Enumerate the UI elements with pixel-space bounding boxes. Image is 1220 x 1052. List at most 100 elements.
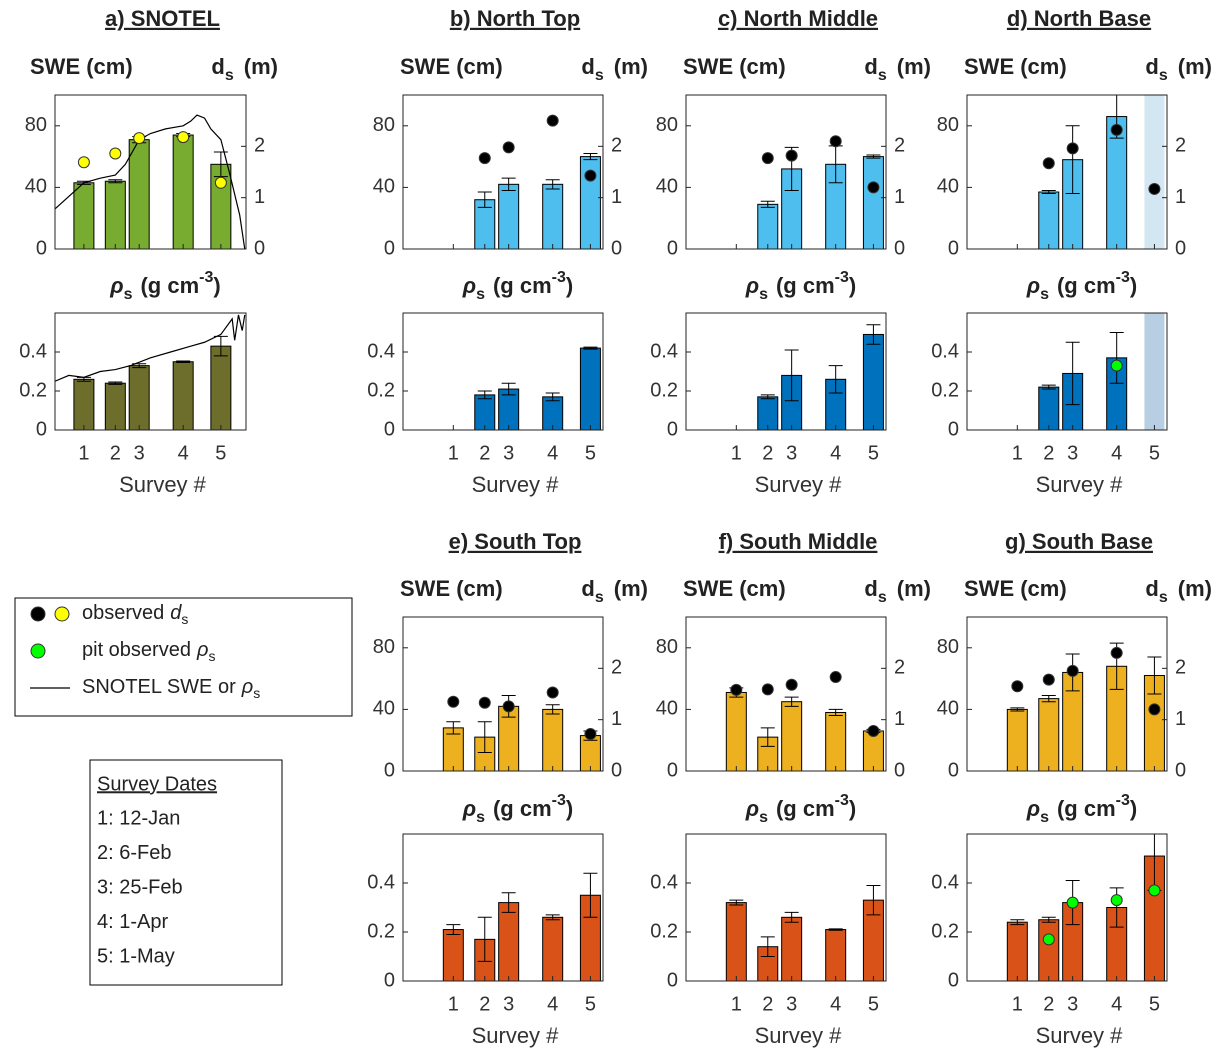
depth-point bbox=[77, 156, 90, 169]
panel-title: d) North Base bbox=[1007, 6, 1151, 31]
plot-area bbox=[474, 346, 601, 430]
y2-tick-label: 2 bbox=[611, 657, 622, 679]
axes-box bbox=[402, 616, 604, 772]
density-label-part: ) bbox=[849, 273, 856, 298]
y2-tick-label: 1 bbox=[1175, 708, 1186, 730]
plot-area bbox=[442, 695, 601, 771]
depth-label-part: s bbox=[595, 589, 604, 606]
plot-area bbox=[757, 145, 884, 249]
error-bar bbox=[545, 179, 560, 190]
bar bbox=[73, 378, 95, 430]
panel-title: c) North Middle bbox=[718, 6, 878, 31]
bar bbox=[498, 902, 520, 981]
shaded-column bbox=[1144, 95, 1165, 249]
density-label: ρs (g cm-3) bbox=[462, 792, 573, 826]
density-label-part: ) bbox=[566, 273, 573, 298]
y-tick-label: 0 bbox=[667, 759, 678, 781]
depth-label: ds (m) bbox=[864, 54, 931, 84]
density-label-part: -3 bbox=[835, 269, 849, 286]
y-tick-label: 0 bbox=[667, 969, 678, 991]
bar bbox=[442, 929, 464, 981]
y-tick-label: 80 bbox=[25, 114, 47, 136]
x-axis-label: Survey # bbox=[1036, 1023, 1124, 1048]
bar bbox=[579, 735, 601, 771]
bar bbox=[1038, 191, 1060, 249]
survey-date: 3: 25-Feb bbox=[97, 876, 183, 898]
axes-box bbox=[54, 312, 247, 431]
depth-point bbox=[730, 683, 743, 696]
error-bar bbox=[545, 704, 560, 715]
error-bar bbox=[866, 884, 881, 916]
x-tick-label: 2 bbox=[479, 442, 490, 464]
y-tick-label: 40 bbox=[656, 176, 678, 198]
y-tick-label: 0 bbox=[384, 969, 395, 991]
legend-symbol: ρ bbox=[196, 639, 208, 661]
depth-point bbox=[829, 135, 842, 148]
x-tick-label: 4 bbox=[1111, 993, 1122, 1015]
plot-area bbox=[725, 884, 884, 981]
x-tick-label: 4 bbox=[830, 442, 841, 464]
error-bar bbox=[1041, 695, 1056, 703]
y-tick-label: 0 bbox=[667, 418, 678, 440]
error-bar bbox=[501, 382, 516, 396]
bar bbox=[172, 361, 194, 430]
x-tick-label: 5 bbox=[585, 442, 596, 464]
density-label-part: ) bbox=[1130, 796, 1137, 821]
error-bar bbox=[583, 872, 598, 918]
x-tick-label: 1 bbox=[1012, 442, 1023, 464]
x-tick-label: 3 bbox=[786, 993, 797, 1015]
error-bar bbox=[213, 151, 228, 178]
error-bar bbox=[583, 346, 598, 350]
density-label-part: ) bbox=[566, 796, 573, 821]
error-bar bbox=[583, 153, 598, 161]
x-tick-label: 1 bbox=[78, 442, 89, 464]
y-tick-label: 0.4 bbox=[367, 340, 395, 362]
density-label-part: (g cm bbox=[140, 273, 199, 298]
survey-date: 1: 12-Jan bbox=[97, 807, 180, 829]
bar bbox=[73, 182, 95, 249]
error-bar bbox=[866, 324, 881, 345]
legend-symbol: ρ bbox=[241, 676, 253, 698]
density-label-part: (g cm bbox=[1057, 273, 1116, 298]
density-label-part: ) bbox=[1130, 273, 1137, 298]
y-tick-label: 0.2 bbox=[650, 920, 678, 942]
error-bar bbox=[545, 914, 560, 921]
x-tick-label: 3 bbox=[1067, 993, 1078, 1015]
bar bbox=[862, 156, 884, 249]
y-tick-label: 0 bbox=[667, 237, 678, 259]
depth-point bbox=[584, 169, 597, 182]
survey-dates-box bbox=[89, 759, 283, 986]
y2-tick-label: 1 bbox=[611, 186, 622, 208]
bar bbox=[1038, 386, 1060, 430]
density-label-part: (g cm bbox=[776, 796, 835, 821]
depth-point bbox=[785, 149, 798, 162]
bar bbox=[104, 180, 126, 249]
depth-point bbox=[1110, 123, 1123, 136]
axes-box bbox=[685, 616, 887, 772]
swe-label: SWE (cm) bbox=[964, 54, 1067, 79]
depth-label: ds (m) bbox=[1145, 54, 1212, 84]
y-tick-label: 0.4 bbox=[367, 871, 395, 893]
error-bar bbox=[501, 892, 516, 913]
error-bar bbox=[1041, 384, 1056, 390]
y-tick-label: 0.4 bbox=[650, 871, 678, 893]
depth-label-part: (m) bbox=[1178, 54, 1212, 79]
depth-point bbox=[867, 724, 880, 737]
depth-point bbox=[1042, 157, 1055, 170]
bar bbox=[542, 916, 564, 981]
density-label-part: ρ bbox=[462, 796, 476, 821]
plot-area bbox=[1006, 834, 1165, 981]
depth-label-part: s bbox=[595, 67, 604, 84]
x-tick-label: 3 bbox=[134, 442, 145, 464]
swe-label: SWE (cm) bbox=[964, 576, 1067, 601]
density-label: ρs (g cm-3) bbox=[1026, 792, 1137, 826]
density-label-part: ρ bbox=[745, 796, 759, 821]
plot-area bbox=[55, 314, 246, 430]
x-tick-label: 2 bbox=[762, 442, 773, 464]
y-tick-label: 0.4 bbox=[931, 340, 959, 362]
y-tick-label: 0.4 bbox=[650, 340, 678, 362]
y-tick-label: 0 bbox=[948, 418, 959, 440]
bar bbox=[825, 929, 847, 981]
density-label-part: ρ bbox=[109, 273, 123, 298]
